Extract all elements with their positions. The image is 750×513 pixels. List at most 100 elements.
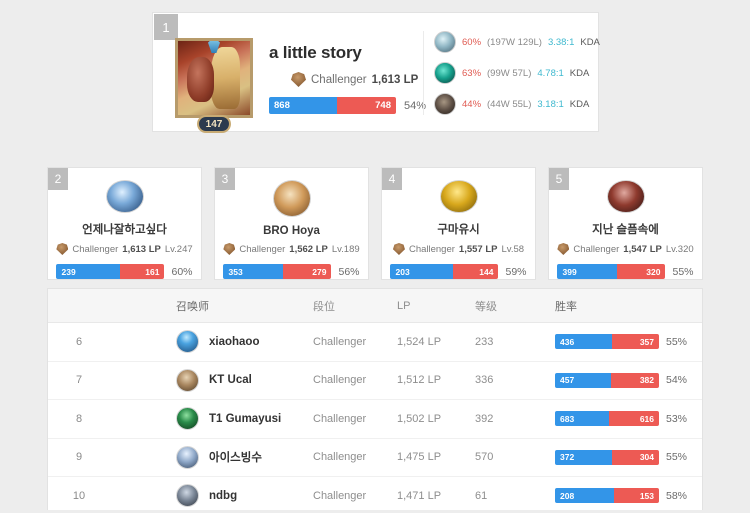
table-row[interactable]: 10 ndbg Challenger 1,471 LP 61 208 153 5… bbox=[48, 477, 702, 513]
row-winrate: 208 153 58% bbox=[555, 488, 702, 504]
winrate-percent: 55% bbox=[666, 451, 688, 464]
champion-winrate: 60% bbox=[462, 36, 482, 48]
table-row[interactable]: 6 xiaohaoo Challenger 1,524 LP 233 436 3… bbox=[48, 323, 702, 362]
wins-segment: 372 bbox=[555, 449, 612, 465]
winrate-bar-group: 868 748 54% bbox=[269, 97, 426, 114]
wins-segment: 436 bbox=[555, 334, 612, 350]
tier-line: Challenger 1,613 LP bbox=[269, 72, 469, 87]
winrate-bar-group: 203 144 59% bbox=[390, 264, 527, 279]
summoner-name[interactable]: 구마유시 bbox=[437, 224, 480, 236]
wins-segment: 399 bbox=[557, 264, 617, 279]
champion-record: (197W 129L) bbox=[487, 36, 542, 48]
winrate-percent: 56% bbox=[338, 265, 360, 278]
winrate-bar: 239 161 bbox=[56, 264, 165, 279]
rank-card-4[interactable]: 4 구마유시 Challenger 1,557 LP Lv.58 203 144… bbox=[381, 167, 536, 280]
crown-icon bbox=[208, 41, 220, 53]
row-tier: Challenger bbox=[313, 489, 367, 502]
winrate-bar: 399 320 bbox=[557, 264, 666, 279]
summoner-icon[interactable] bbox=[105, 180, 144, 213]
table-row[interactable]: 9 아이스빙수 Challenger 1,475 LP 570 372 304 … bbox=[48, 439, 702, 477]
rank-card-3[interactable]: 3 BRO Hoya Challenger 1,562 LP Lv.189 35… bbox=[214, 167, 369, 280]
summoner-name[interactable]: 지난 슬픔속에 bbox=[592, 224, 659, 236]
lp-value: 1,557 LP bbox=[458, 243, 498, 255]
row-lp: 1,502 LP bbox=[397, 412, 442, 425]
row-winrate: 457 382 54% bbox=[555, 372, 702, 388]
level-value: Lv.247 bbox=[164, 243, 193, 255]
rank-badge: 5 bbox=[549, 168, 569, 190]
summoner-icon[interactable] bbox=[606, 180, 645, 213]
challenger-emblem-icon bbox=[291, 72, 306, 87]
rank-card-5[interactable]: 5 지난 슬픔속에 Challenger 1,547 LP Lv.320 399… bbox=[548, 167, 703, 280]
tier-label: Challenger bbox=[408, 243, 455, 255]
row-summoner[interactable]: T1 Gumayusi bbox=[110, 407, 313, 431]
row-level: 336 bbox=[475, 374, 494, 387]
top-player-card[interactable]: 1 147 a little story Challenger 1,613 LP… bbox=[152, 12, 600, 133]
champion-stat-row: 60% (197W 129L) 3.38:1 KDA bbox=[434, 31, 600, 53]
summoner-icon[interactable] bbox=[439, 180, 478, 213]
winrate-bar-group: 239 161 60% bbox=[56, 264, 193, 279]
rank-badge: 1 bbox=[154, 14, 178, 40]
table-header-row: 召唤师 段位 LP 等级 胜率 bbox=[48, 289, 702, 323]
table-row[interactable]: 7 KT Ucal Challenger 1,512 LP 336 457 38… bbox=[48, 362, 702, 400]
row-lp: 1,475 LP bbox=[397, 451, 442, 464]
champion-portrait-icon bbox=[434, 93, 456, 115]
column-header-winrate[interactable]: 胜率 bbox=[555, 300, 577, 313]
wins-segment: 239 bbox=[56, 264, 121, 279]
row-lp: 1,471 LP bbox=[397, 489, 442, 502]
lp-value: 1,547 LP bbox=[623, 243, 662, 255]
row-summoner[interactable]: ndbg bbox=[110, 484, 313, 508]
page-title[interactable]: a little story bbox=[269, 43, 362, 62]
rank-badge: 2 bbox=[48, 168, 68, 190]
column-header-level[interactable]: 等级 bbox=[475, 300, 497, 313]
champion-stat-row: 44% (44W 55L) 3.18:1 KDA bbox=[434, 93, 599, 115]
challenger-emblem-icon bbox=[56, 243, 69, 255]
summoner-name: T1 Gumayusi bbox=[209, 412, 282, 425]
column-header-lp[interactable]: LP bbox=[397, 299, 411, 312]
tier-label: Challenger bbox=[311, 73, 367, 86]
summoner-name: 아이스빙수 bbox=[209, 452, 262, 465]
rank-card-2[interactable]: 2 언제나잘하고싶다 Challenger 1,613 LP Lv.247 23… bbox=[47, 167, 202, 280]
row-tier: Challenger bbox=[313, 374, 367, 387]
challenger-emblem-icon bbox=[557, 243, 570, 255]
column-header-tier[interactable]: 段位 bbox=[313, 300, 335, 313]
champion-kda-label: KDA bbox=[580, 36, 600, 48]
summoner-name[interactable]: 언제나잘하고싶다 bbox=[82, 224, 167, 236]
row-tier: Challenger bbox=[313, 412, 367, 425]
level-badge: 147 bbox=[197, 115, 231, 133]
champion-winrate: 44% bbox=[462, 98, 482, 110]
summoner-icon bbox=[176, 330, 199, 354]
losses-segment: 320 bbox=[616, 264, 666, 279]
winrate-bar: 203 144 bbox=[390, 264, 499, 279]
winrate-bar-group: 353 279 56% bbox=[223, 264, 360, 279]
winrate-percent: 54% bbox=[404, 99, 427, 112]
row-summoner[interactable]: 아이스빙수 bbox=[110, 445, 313, 469]
summoner-icon[interactable] bbox=[272, 180, 311, 217]
losses-segment: 748 bbox=[336, 97, 396, 114]
winrate-bar-group: 399 320 55% bbox=[557, 264, 694, 279]
wins-segment: 353 bbox=[223, 264, 284, 279]
champion-portrait-icon bbox=[434, 31, 456, 53]
tier-line: Challenger 1,613 LP Lv.247 bbox=[56, 243, 193, 255]
losses-segment: 161 bbox=[120, 264, 165, 279]
row-summoner[interactable]: xiaohaoo bbox=[110, 330, 313, 354]
champion-kda: 4.78:1 bbox=[537, 67, 564, 79]
losses-segment: 153 bbox=[614, 488, 659, 504]
winrate-percent: 58% bbox=[666, 489, 688, 502]
table-row[interactable]: 8 T1 Gumayusi Challenger 1,502 LP 392 68… bbox=[48, 400, 702, 439]
row-winrate: 436 357 55% bbox=[555, 334, 702, 350]
row-summoner[interactable]: KT Ucal bbox=[110, 368, 313, 392]
column-header-summoner[interactable]: 召唤师 bbox=[176, 300, 209, 313]
summoner-name: KT Ucal bbox=[209, 374, 252, 387]
tier-label: Challenger bbox=[239, 243, 286, 255]
row-lp: 1,524 LP bbox=[397, 335, 442, 348]
summoner-name: ndbg bbox=[209, 489, 238, 502]
row-level: 392 bbox=[475, 412, 494, 425]
row-rank: 10 bbox=[72, 489, 86, 502]
summoner-name: xiaohaoo bbox=[209, 335, 260, 348]
losses-segment: 357 bbox=[611, 334, 659, 350]
row-winrate: 683 616 53% bbox=[555, 411, 702, 427]
summoner-name[interactable]: BRO Hoya bbox=[263, 225, 320, 237]
champion-kda: 3.18:1 bbox=[537, 98, 564, 110]
tier-line: Challenger 1,547 LP Lv.320 bbox=[557, 243, 694, 255]
avatar[interactable]: 147 bbox=[175, 38, 253, 133]
